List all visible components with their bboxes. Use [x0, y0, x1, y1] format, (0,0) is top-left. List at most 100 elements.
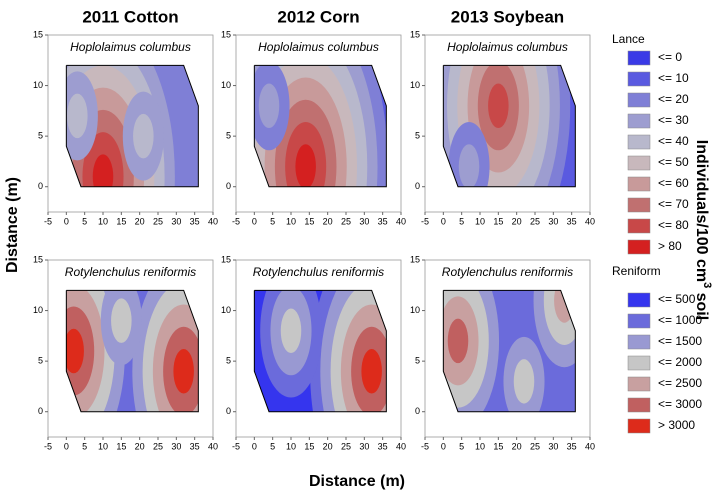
- panel-subtitle: Hoplolaimus columbus: [70, 40, 191, 54]
- plot-frame: [47, 34, 214, 213]
- x-tick-label: 25: [341, 216, 351, 226]
- x-tick-label: 30: [548, 441, 558, 451]
- x-tick-label: 10: [286, 441, 296, 451]
- x-tick-label: 20: [323, 441, 333, 451]
- y-tick-label: 5: [226, 356, 231, 366]
- y-tick-label: 15: [221, 29, 231, 39]
- legend-swatch: [627, 239, 651, 255]
- y2-label-text: Individuals/100 cm: [693, 140, 710, 282]
- x-tick-label: 35: [378, 441, 388, 451]
- legend-label: <= 60: [658, 176, 689, 190]
- y-tick-label: 5: [38, 356, 43, 366]
- x-tick-label: 5: [82, 216, 87, 226]
- contour-layer: [66, 290, 199, 412]
- legend-swatch: [627, 71, 651, 87]
- x-tick-label: 0: [252, 441, 257, 451]
- x-tick-label: 0: [64, 441, 69, 451]
- y-tick-label: 15: [33, 29, 43, 39]
- y-tick-label: 15: [33, 254, 43, 264]
- x-tick-label: 5: [459, 216, 464, 226]
- panel-subtitle: Rotylenchulus reniformis: [253, 265, 384, 279]
- contour-ring: [111, 298, 132, 343]
- legend-label: <= 500: [658, 292, 696, 306]
- contour-layer: [254, 290, 387, 412]
- y-tick-label: 5: [415, 131, 420, 141]
- x-tick-label: 35: [190, 216, 200, 226]
- panel-subtitle: Hoplolaimus columbus: [447, 40, 568, 54]
- x-tick-label: 10: [98, 441, 108, 451]
- y-tick-label: 0: [226, 406, 231, 416]
- x-tick-label: 40: [208, 216, 218, 226]
- x-tick-label: 20: [135, 216, 145, 226]
- x-tick-label: 40: [208, 441, 218, 451]
- field-boundary: [253, 64, 387, 188]
- x-tick-label: 0: [441, 216, 446, 226]
- x-tick-label: 30: [359, 441, 369, 451]
- legend-swatch: [627, 218, 651, 234]
- field-boundary: [65, 289, 199, 413]
- y-tick-label: 15: [221, 254, 231, 264]
- x-tick-label: 5: [82, 441, 87, 451]
- contour-ring: [447, 318, 469, 364]
- field-boundary: [442, 64, 576, 188]
- panel-subtitle: Rotylenchulus reniformis: [442, 265, 573, 279]
- y-tick-label: 5: [226, 131, 231, 141]
- plot-frame: [235, 34, 402, 213]
- field-boundary: [65, 64, 199, 188]
- x-tick-label: 35: [567, 441, 577, 451]
- x-tick-label: 35: [567, 216, 577, 226]
- contour-layer: [443, 290, 576, 412]
- x-tick-label: 25: [153, 216, 163, 226]
- x-tick-label: 15: [304, 441, 314, 451]
- y2-label-sup: 3: [701, 282, 713, 288]
- y-tick-label: 0: [38, 406, 43, 416]
- contour-ring: [67, 93, 88, 139]
- contour-ring: [92, 154, 114, 187]
- x-tick-label: 5: [270, 216, 275, 226]
- legend-swatch: [627, 113, 651, 129]
- x-tick-label: -5: [232, 216, 240, 226]
- x-tick-label: 25: [530, 216, 540, 226]
- x-axis-label: Distance (m): [309, 473, 405, 490]
- x-tick-label: 35: [190, 441, 200, 451]
- x-tick-label: 15: [116, 216, 126, 226]
- y-tick-label: 0: [415, 181, 420, 191]
- legend-swatch: [627, 418, 651, 434]
- y-tick-label: 5: [415, 356, 420, 366]
- contour-ring: [280, 308, 302, 354]
- y-tick-label: 0: [415, 406, 420, 416]
- panel-title: 2013 Soybean: [451, 7, 564, 26]
- legend-label: <= 50: [658, 155, 689, 169]
- legend-swatch: [627, 92, 651, 108]
- y-tick-label: 10: [221, 80, 231, 90]
- legend-swatch: [627, 313, 651, 329]
- legend-label: <= 0: [658, 50, 682, 64]
- x-tick-label: 10: [475, 216, 485, 226]
- panel-title: 2011 Cotton: [82, 7, 178, 26]
- contour-layer: [254, 65, 387, 187]
- x-tick-label: 10: [286, 216, 296, 226]
- x-tick-label: 40: [396, 441, 406, 451]
- legend-swatch: [627, 176, 651, 192]
- x-tick-label: 5: [459, 441, 464, 451]
- x-tick-label: 20: [512, 441, 522, 451]
- contour-ring: [173, 349, 194, 394]
- contour-ring: [361, 349, 382, 394]
- legend-label: <= 1500: [658, 334, 702, 348]
- plot-frame: [235, 259, 402, 438]
- legend-label: <= 10: [658, 71, 689, 85]
- x-tick-label: 0: [64, 216, 69, 226]
- contour-ring: [295, 144, 316, 187]
- legend-label: <= 1000: [658, 313, 702, 327]
- legend-swatch: [627, 155, 651, 171]
- contour-ring: [458, 144, 480, 187]
- x-tick-label: 25: [153, 441, 163, 451]
- legend-swatch: [627, 197, 651, 213]
- x-tick-label: 15: [304, 216, 314, 226]
- legend-label: <= 2000: [658, 355, 702, 369]
- panel-subtitle: Hoplolaimus columbus: [258, 40, 379, 54]
- y-tick-label: 5: [38, 131, 43, 141]
- y-tick-label: 10: [221, 305, 231, 315]
- x-tick-label: 40: [585, 216, 595, 226]
